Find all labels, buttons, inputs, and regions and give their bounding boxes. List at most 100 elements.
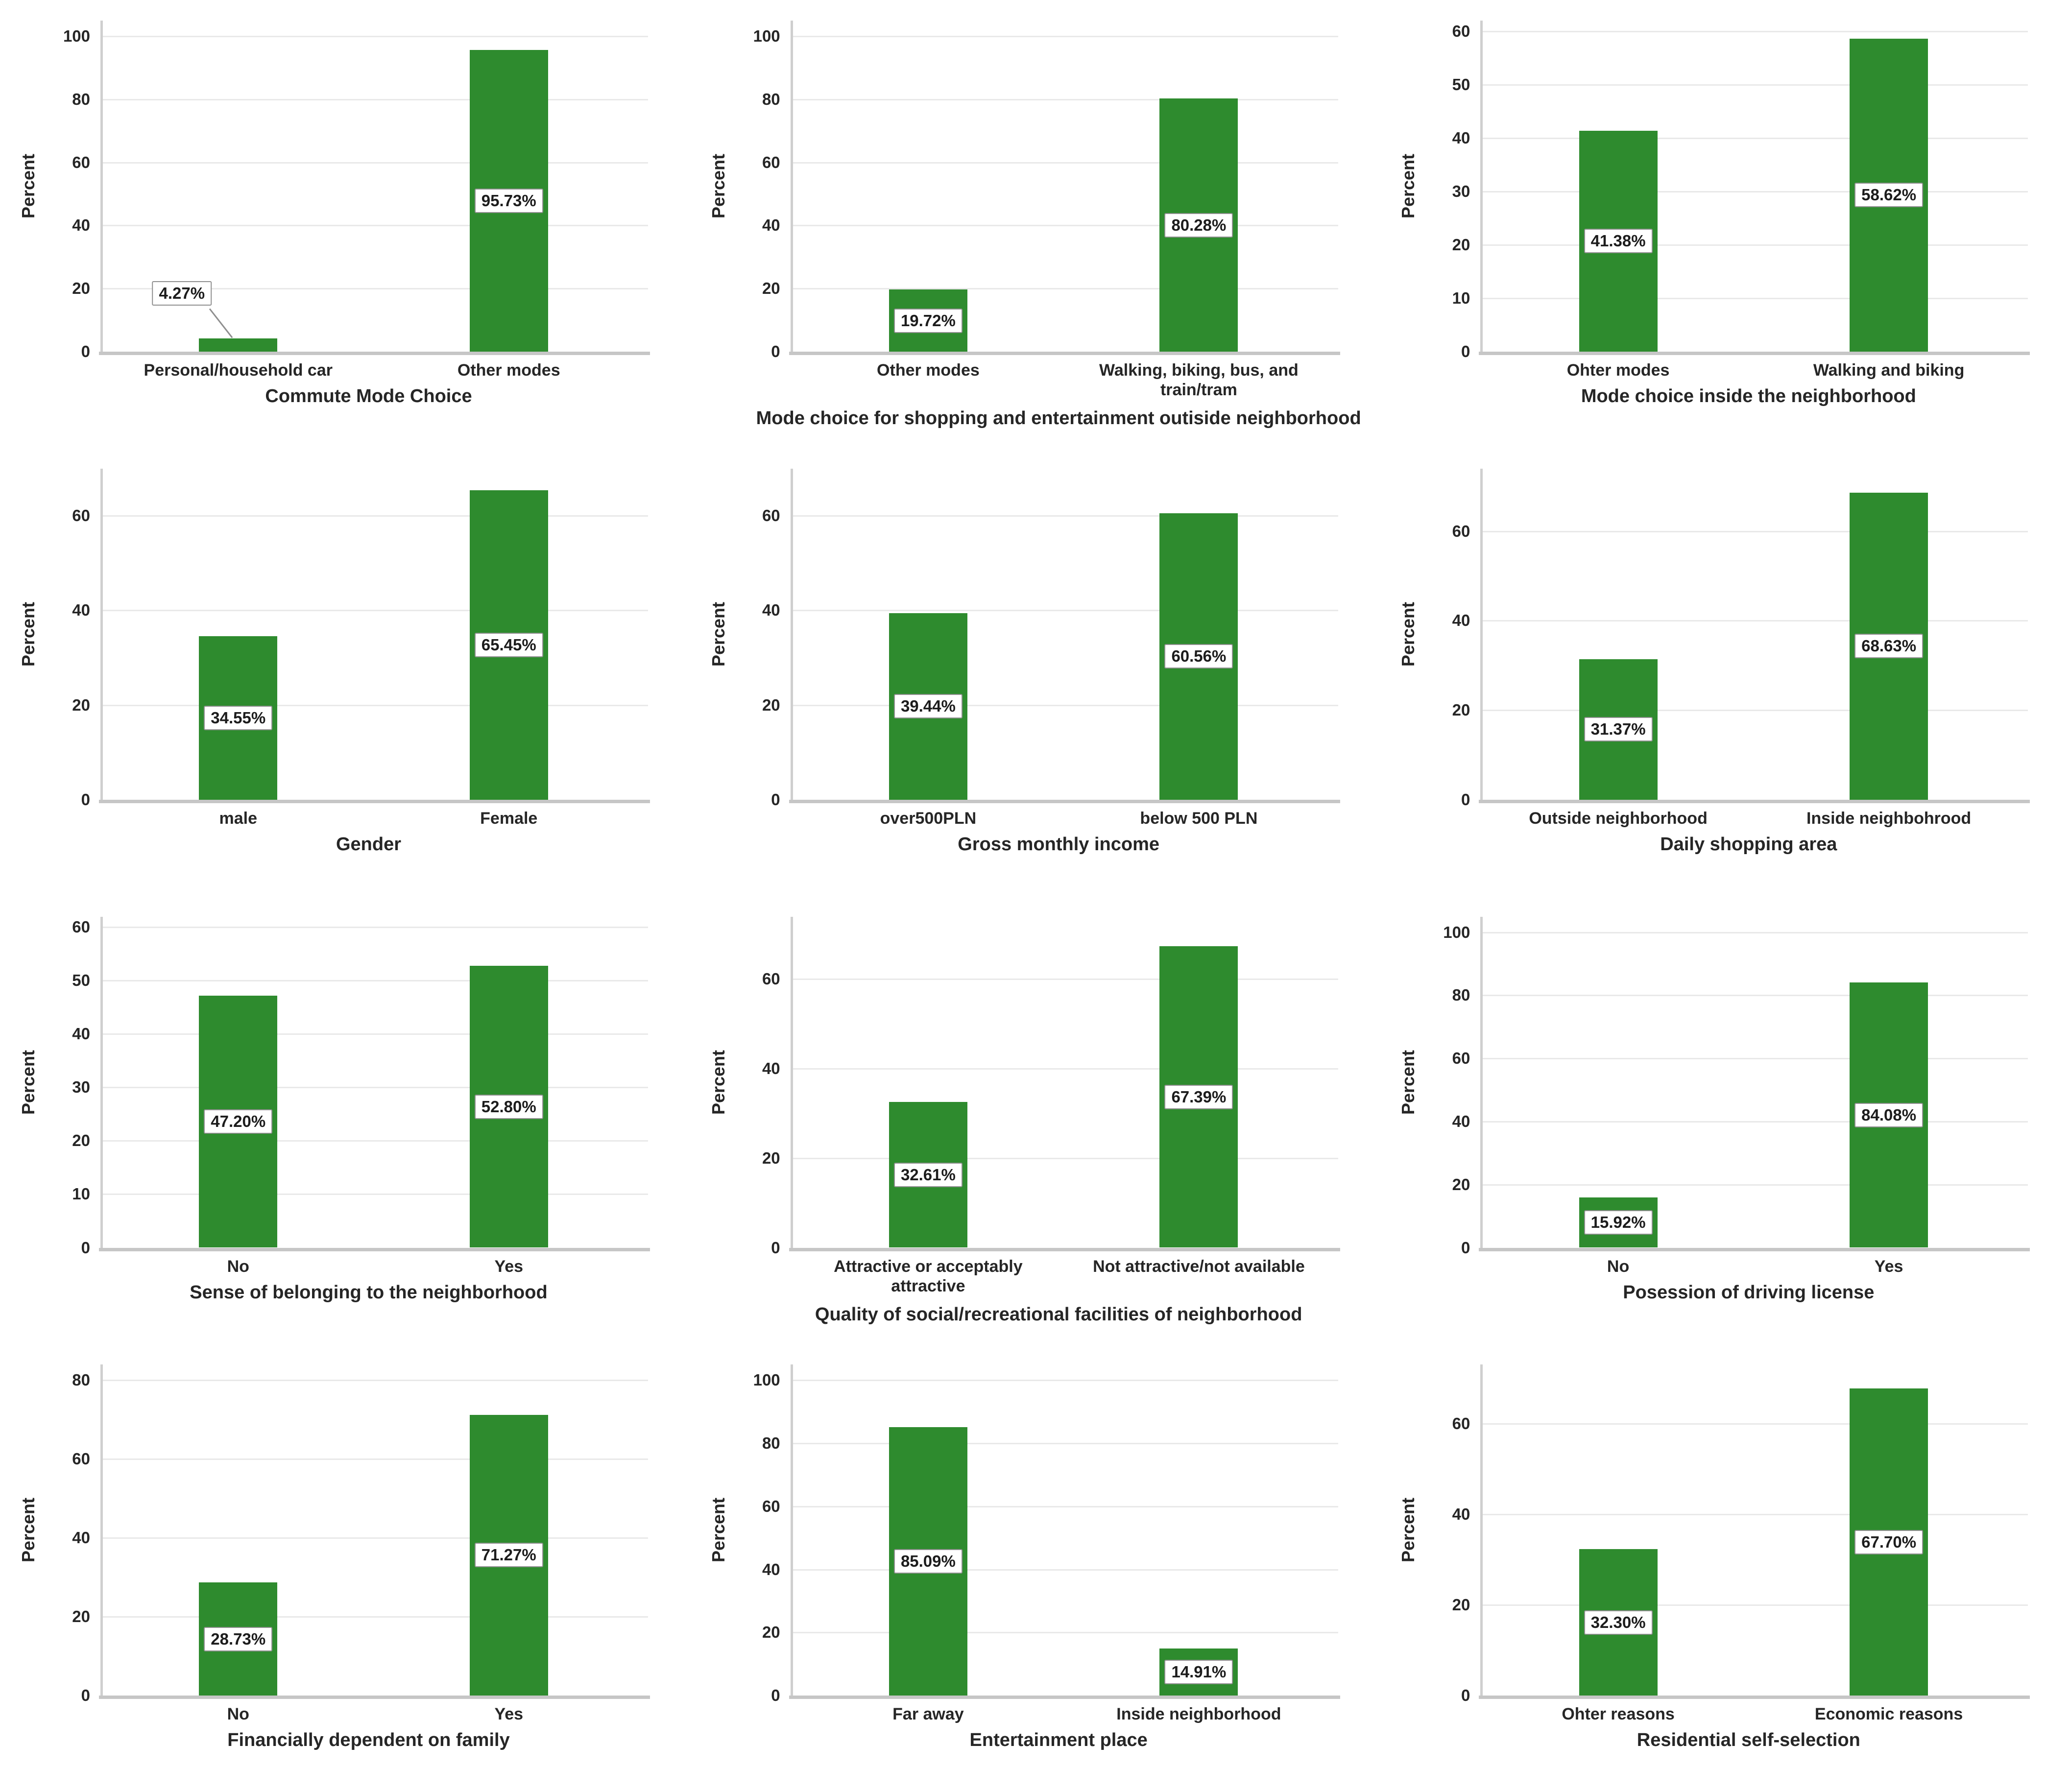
- gridline: [1483, 1058, 2028, 1060]
- value-label: 84.08%: [1854, 1102, 1924, 1127]
- value-label: 14.91%: [1164, 1660, 1233, 1685]
- y-tick-label: 20: [1452, 235, 1470, 254]
- x-category-label: Yes: [494, 1257, 524, 1276]
- y-axis-line: [790, 21, 793, 352]
- value-label: 80.28%: [1164, 213, 1233, 238]
- y-tick-label: 40: [1452, 611, 1470, 630]
- y-tick-label: 20: [72, 695, 90, 714]
- y-tick-label: 20: [762, 1623, 780, 1642]
- gridline: [793, 610, 1338, 612]
- chart-title: Gender: [336, 834, 402, 855]
- y-tick-label: 60: [762, 506, 780, 525]
- chart-title: Mode choice inside the neighborhood: [1581, 386, 1916, 406]
- y-tick-label: 20: [72, 1131, 90, 1150]
- y-axis-line: [1480, 916, 1483, 1248]
- gridline: [1483, 620, 2028, 622]
- gridline: [793, 36, 1338, 38]
- y-tick-label: 0: [771, 342, 780, 360]
- y-tick-label: 20: [72, 1607, 90, 1626]
- x-category-label: No: [1607, 1257, 1630, 1276]
- gridline: [793, 1443, 1338, 1445]
- x-axis-line: [1479, 352, 2030, 355]
- y-axis-line: [1480, 1364, 1483, 1696]
- gridline: [1483, 297, 2028, 299]
- x-category-label: Inside neighbohrood: [1806, 809, 1972, 828]
- gridline: [103, 225, 648, 227]
- y-axis-line: [790, 1364, 793, 1696]
- y-tick-label: 60: [762, 153, 780, 171]
- gridline: [1483, 932, 2028, 933]
- chart-title: Residential self-selection: [1637, 1730, 1860, 1751]
- y-tick-label: 40: [1452, 1112, 1470, 1130]
- y-tick-label: 60: [1452, 1049, 1470, 1068]
- panel-mode-choice-for-shopping-and-entertainment-outiside-neighborhood: Percent 0 20 40 60 80 100 19.72% Other modes 80.2…: [690, 0, 1380, 448]
- value-label: 39.44%: [893, 694, 963, 719]
- chart-title: Quality of social/recreational facilitie…: [815, 1304, 1302, 1325]
- panel-sense-of-belonging-to-the-neighborhood: Percent 0 10 20 30 40 50 60 47.20% No 52.80% Yes Sen…: [0, 896, 690, 1344]
- y-tick-label: 40: [762, 1560, 780, 1578]
- gridline: [1483, 137, 2028, 139]
- y-tick-label: 0: [1461, 342, 1470, 360]
- y-tick-label: 80: [72, 90, 90, 108]
- y-tick-label: 100: [753, 1371, 780, 1389]
- x-axis-line: [99, 352, 650, 355]
- chart-title: Gross monthly income: [958, 834, 1160, 855]
- panel-gross-monthly-income: Percent 0 20 40 60 39.44% over500PLN 60.56% belo…: [690, 448, 1380, 896]
- gridline: [103, 515, 648, 517]
- y-axis-line: [100, 21, 103, 352]
- value-label: 32.61%: [893, 1162, 963, 1187]
- chart-title: Mode choice for shopping and entertainme…: [756, 408, 1361, 429]
- gridline: [1483, 1423, 2028, 1425]
- value-label: 71.27%: [474, 1543, 543, 1568]
- x-category-label: Economic reasons: [1814, 1705, 1963, 1724]
- y-tick-label: 80: [762, 90, 780, 108]
- gridline: [1483, 244, 2028, 246]
- gridline: [103, 1194, 648, 1195]
- x-axis-line: [789, 1696, 1340, 1699]
- y-tick-label: 20: [762, 695, 780, 714]
- y-tick-label: 0: [1461, 1238, 1470, 1257]
- gridline: [793, 515, 1338, 517]
- panel-quality-of-social-recreational-facilities-of-neighborhood: Percent 0 20 40 60 32.61% Attractive or accept…: [690, 896, 1380, 1344]
- gridline: [1483, 191, 2028, 192]
- value-label-callout: 4.27%: [152, 281, 212, 306]
- y-axis-line: [100, 916, 103, 1248]
- x-category-label: Personal/household car: [144, 361, 333, 380]
- bar-personal-household-car: [199, 338, 278, 352]
- x-category-label: Yes: [494, 1705, 524, 1724]
- panel-entertainment-place: Percent 0 20 40 60 80 100 85.09% Far away 14.91% I…: [690, 1344, 1380, 1792]
- value-label: 19.72%: [893, 308, 963, 333]
- y-tick-label: 0: [81, 342, 90, 360]
- y-tick-label: 0: [771, 790, 780, 809]
- y-tick-label: 50: [1452, 75, 1470, 94]
- value-label: 67.70%: [1854, 1529, 1924, 1554]
- y-tick-label: 100: [1443, 923, 1470, 941]
- x-category-label: Other modes: [457, 361, 560, 380]
- panel-gender: Percent 0 20 40 60 34.55% male 65.45% Female Gend…: [0, 448, 690, 896]
- x-category-label: No: [227, 1705, 249, 1724]
- gridline: [1483, 1604, 2028, 1606]
- gridline: [1483, 710, 2028, 712]
- value-label: 15.92%: [1584, 1210, 1653, 1235]
- y-axis-line: [100, 468, 103, 800]
- y-tick-label: 0: [81, 1238, 90, 1257]
- value-label: 28.73%: [204, 1626, 273, 1651]
- chart-title: Daily shopping area: [1660, 834, 1837, 855]
- panel-mode-choice-inside-the-neighborhood: Percent 0 10 20 30 40 50 60 41.38% Ohter modes 58.…: [1380, 0, 2070, 448]
- x-category-label: Female: [480, 809, 538, 828]
- gridline: [793, 704, 1338, 706]
- y-tick-label: 20: [1452, 1596, 1470, 1614]
- value-label: 41.38%: [1584, 229, 1653, 254]
- y-tick-label: 100: [63, 27, 90, 46]
- value-label: 68.63%: [1854, 634, 1924, 659]
- value-label: 58.62%: [1854, 183, 1924, 208]
- y-tick-label: 60: [1452, 22, 1470, 40]
- gridline: [793, 1569, 1338, 1571]
- y-tick-label: 0: [81, 790, 90, 809]
- y-tick-label: 0: [1461, 790, 1470, 809]
- y-tick-label: 60: [72, 153, 90, 171]
- y-tick-label: 60: [72, 1450, 90, 1468]
- y-tick-label: 40: [762, 216, 780, 235]
- y-tick-label: 30: [72, 1078, 90, 1097]
- gridline: [793, 1157, 1338, 1159]
